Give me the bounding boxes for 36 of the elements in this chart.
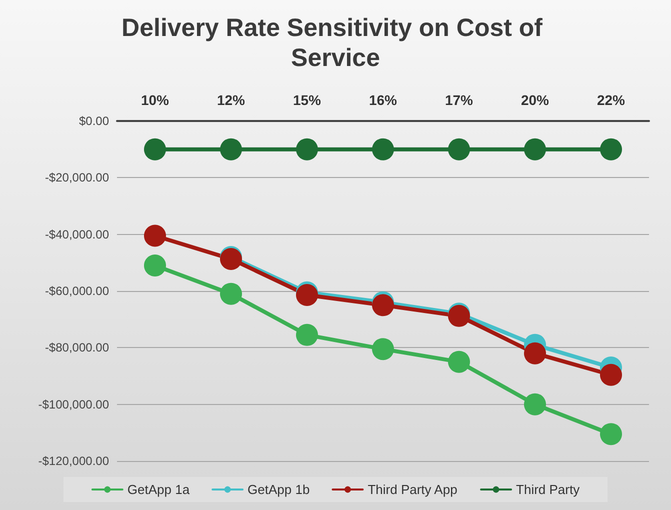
legend-label: GetApp 1a	[127, 482, 190, 497]
legend-label: GetApp 1b	[248, 482, 310, 497]
x-tick-label: 20%	[520, 92, 550, 108]
x-tick-label: 16%	[368, 92, 398, 108]
point	[600, 138, 622, 160]
point	[296, 324, 318, 346]
point	[144, 138, 166, 160]
y-tick-label: $0.00	[78, 114, 110, 128]
point	[448, 138, 470, 160]
point	[524, 393, 546, 416]
chart-title: Delivery Rate Sensitivity on Cost of Service	[122, 14, 550, 72]
y-tick-label: -$20,000.00	[44, 170, 110, 185]
point	[524, 138, 546, 160]
x-tick-label: 12%	[216, 92, 246, 108]
legend-label: Third Party	[516, 482, 580, 497]
y-tick-label: -$80,000.00	[44, 340, 110, 355]
legend-label: Third Party App	[368, 482, 458, 497]
point	[220, 138, 242, 160]
point	[600, 364, 622, 386]
y-tick-label: -$40,000.00	[44, 227, 110, 242]
point	[296, 138, 318, 160]
point	[372, 338, 394, 360]
point	[524, 342, 546, 364]
point	[372, 138, 394, 160]
y-tick-label: -$60,000.00	[44, 284, 110, 298]
point	[220, 282, 242, 305]
point	[144, 224, 166, 247]
x-tick-label: 15%	[292, 92, 322, 108]
point	[448, 350, 470, 373]
y-tick-label: -$120,000.00	[38, 454, 110, 468]
x-tick-label: 10%	[140, 92, 170, 108]
y-tick-label: -$100,000.00	[38, 397, 110, 412]
point	[144, 254, 166, 276]
x-tick-label: 22%	[596, 92, 626, 108]
x-tick-label: 17%	[444, 92, 474, 108]
point	[600, 423, 622, 446]
